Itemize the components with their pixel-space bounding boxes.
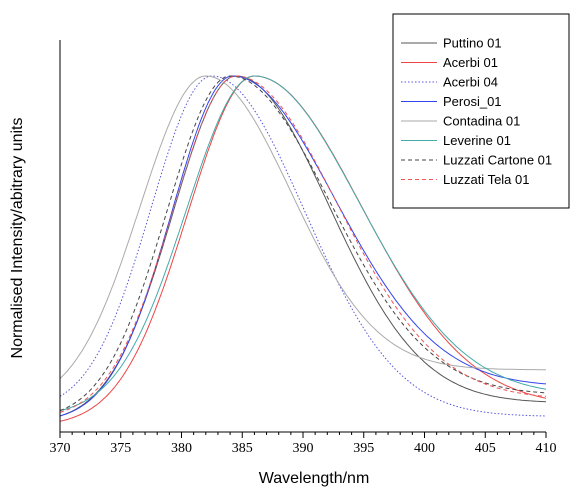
series-line-3 [59,75,547,417]
legend: Puttino 01 Acerbi 01 Acerbi 04 Perosi_01 Con… [392,13,570,209]
series-line-4 [59,75,546,379]
x-tick-label: 385 [232,441,253,456]
series-line-6 [59,75,547,412]
legend-label: Contadina 01 [443,114,520,129]
x-tick-label: 410 [536,441,557,456]
x-tick-label: 375 [110,441,131,456]
x-tick-label: 370 [50,441,71,456]
x-tick-label: 390 [293,441,314,456]
y-axis-title: Normalised Intensity/abitrary units [9,118,26,359]
legend-label: Perosi_01 [443,94,502,109]
series-line-7 [59,75,547,413]
legend-label: Luzzati Tela 01 [443,172,530,187]
legend-label: Acerbi 04 [443,75,498,90]
legend-label: Acerbi 01 [443,55,498,70]
x-tick-label: 395 [353,441,374,456]
legend-label: Leverine 01 [443,133,511,148]
x-tick-label: 400 [414,441,435,456]
series-layer [59,75,547,422]
series-line-5 [59,75,547,412]
legend-frame [392,13,570,209]
x-tick-label: 380 [171,441,192,456]
x-tick-label: 405 [475,441,496,456]
legend-label: Puttino 01 [443,36,502,51]
legend-label: Luzzati Cartone 01 [443,153,552,168]
axes-layer: 370 375 380 385 390 395 400 405 410 [50,40,557,456]
x-axis-title: Wavelength/nm [259,470,370,487]
